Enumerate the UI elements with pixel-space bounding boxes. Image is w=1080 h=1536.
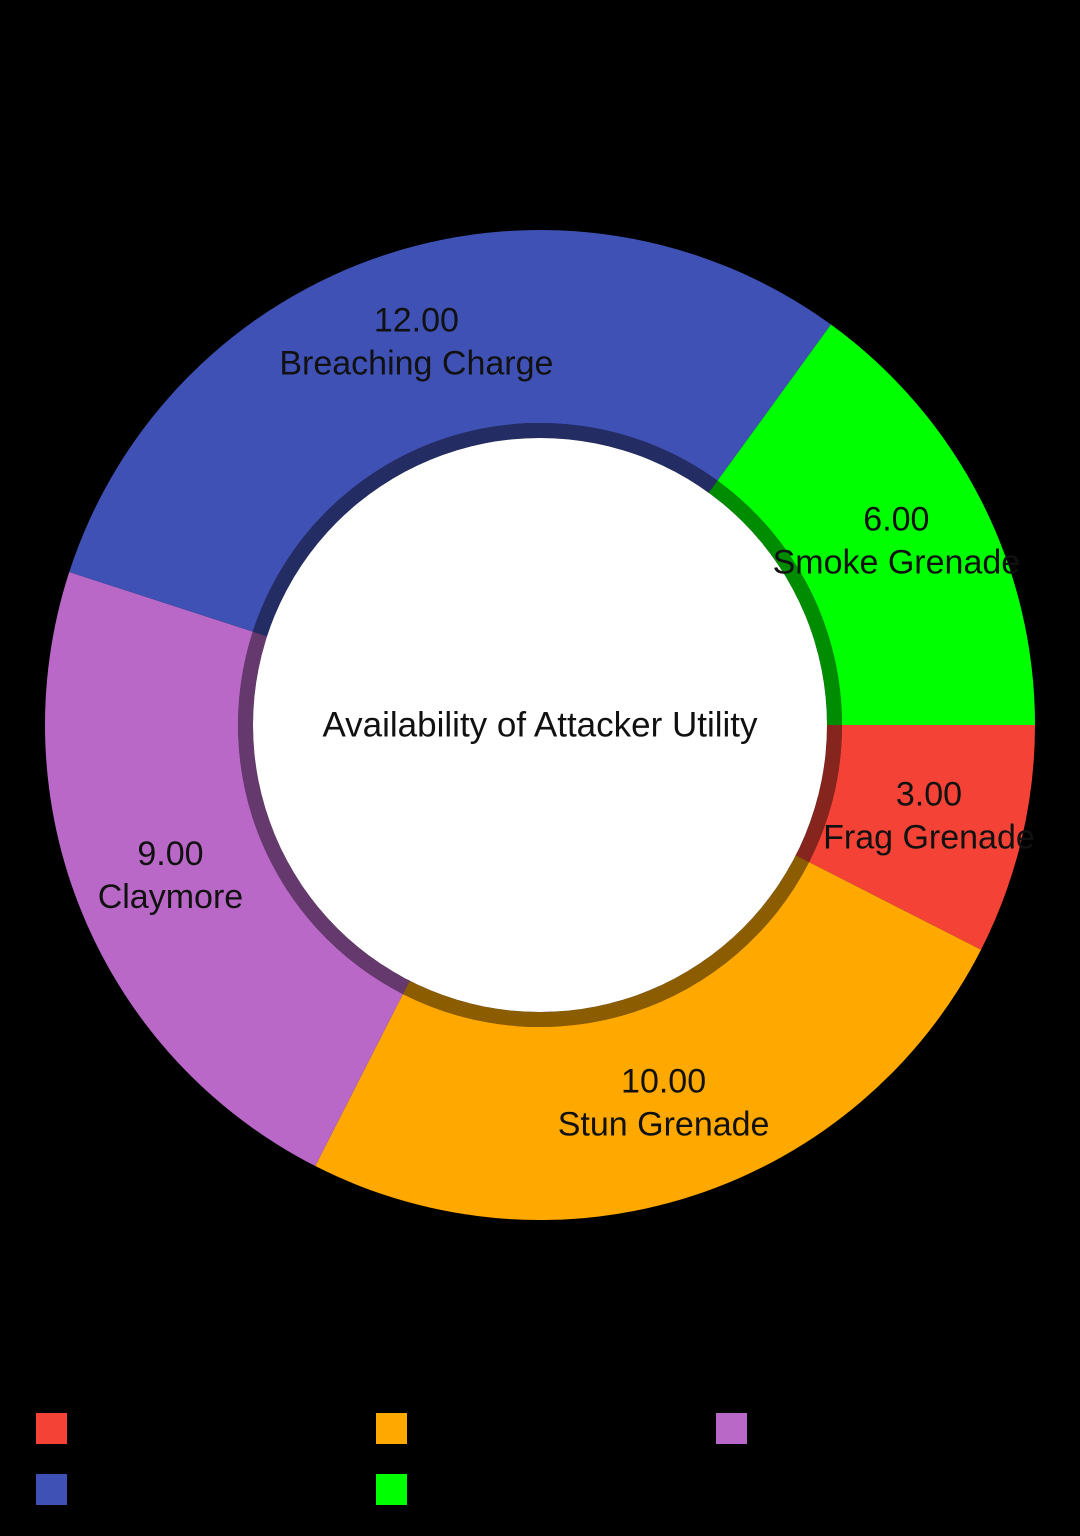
slice-frag-grenade bbox=[809, 725, 1035, 950]
legend: Frag Grenade Stun Grenade Claymore Breachin… bbox=[36, 1413, 1076, 1505]
slice-name-label-stun-grenade: Stun Grenade bbox=[558, 1105, 770, 1143]
legend-label-stun-grenade: Stun Grenade bbox=[421, 1413, 583, 1443]
slice-value-label-breaching-charge: 12.00 bbox=[374, 302, 459, 340]
slice-breaching-charge bbox=[69, 230, 831, 632]
inner-ring-claymore bbox=[237, 631, 410, 995]
slice-name-label-smoke-grenade: Smoke Grenade bbox=[773, 543, 1021, 581]
slice-name-label-claymore: Claymore bbox=[98, 878, 243, 916]
slice-value-label-frag-grenade: 3.00 bbox=[896, 775, 962, 813]
labels-layer: 3.00 Frag Grenade 10.00 Stun Grenade 9.00 Cla… bbox=[98, 302, 1035, 1144]
donut-chart-svg: Availability of Attacker Utility 3.00 Fra… bbox=[45, 230, 1035, 1221]
legend-item-smoke-grenade: Smoke Grenade bbox=[376, 1474, 716, 1505]
inner-ring-smoke-grenade bbox=[708, 480, 842, 725]
inner-ring-stun-grenade bbox=[402, 855, 810, 1027]
legend-swatch-stun-grenade bbox=[376, 1413, 407, 1444]
legend-label-frag-grenade: Frag Grenade bbox=[81, 1413, 243, 1443]
legend-label-breaching-charge: Breaching Charge bbox=[81, 1474, 291, 1504]
slice-value-label-smoke-grenade: 6.00 bbox=[863, 500, 929, 538]
slice-value-label-claymore: 9.00 bbox=[137, 835, 203, 873]
slice-claymore bbox=[45, 572, 403, 1167]
legend-swatch-breaching-charge bbox=[36, 1474, 67, 1505]
center-hole bbox=[253, 438, 827, 1012]
slice-name-label-frag-grenade: Frag Grenade bbox=[823, 818, 1035, 856]
legend-label-claymore: Claymore bbox=[761, 1413, 873, 1443]
center-title: Availability of Attacker Utility bbox=[322, 705, 758, 744]
legend-item-frag-grenade: Frag Grenade bbox=[36, 1413, 376, 1444]
slice-value-label-stun-grenade: 10.00 bbox=[621, 1062, 706, 1100]
slice-smoke-grenade bbox=[717, 324, 1035, 725]
legend-swatch-smoke-grenade bbox=[376, 1474, 407, 1505]
inner-ring-layer bbox=[237, 423, 842, 1027]
legend-swatch-claymore bbox=[716, 1413, 747, 1444]
legend-swatch-frag-grenade bbox=[36, 1413, 67, 1444]
legend-item-claymore: Claymore bbox=[716, 1413, 1056, 1444]
legend-label-smoke-grenade: Smoke Grenade bbox=[421, 1474, 611, 1504]
slices-layer bbox=[45, 230, 1035, 1221]
inner-ring-frag-grenade bbox=[795, 725, 842, 863]
inner-ring-breaching-charge bbox=[252, 423, 718, 637]
slice-name-label-breaching-charge: Breaching Charge bbox=[279, 345, 553, 383]
legend-item-stun-grenade: Stun Grenade bbox=[376, 1413, 716, 1444]
legend-item-breaching-charge: Breaching Charge bbox=[36, 1474, 376, 1505]
slice-stun-grenade bbox=[315, 862, 982, 1221]
